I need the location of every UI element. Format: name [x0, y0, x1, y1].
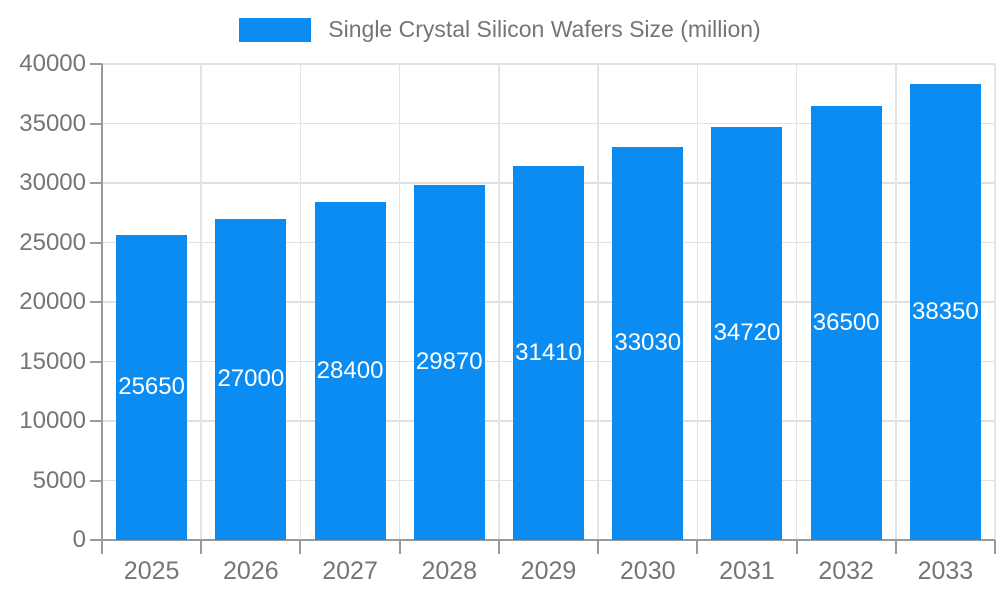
x-axis-tick-label: 2033 [917, 557, 974, 585]
y-axis-tick-label: 10000 [19, 407, 86, 434]
bar-2031[interactable] [711, 126, 783, 540]
h-gridline [102, 63, 995, 65]
bar-value-label: 25650 [118, 373, 185, 401]
x-axis-tick [795, 540, 798, 554]
y-axis-tick-label: 5000 [32, 466, 86, 494]
x-axis-tick [101, 540, 103, 554]
v-gridline [696, 64, 699, 540]
v-gridline [200, 64, 202, 540]
bar-2033[interactable] [909, 83, 981, 540]
y-axis-tick-label: 40000 [19, 50, 86, 77]
x-axis-tick [894, 540, 897, 554]
v-gridline [597, 64, 599, 540]
bar-value-label: 28400 [316, 357, 384, 385]
v-gridline [895, 64, 897, 540]
bar-2032[interactable] [810, 105, 882, 540]
x-axis-tick-label: 2026 [223, 557, 279, 585]
v-gridline [498, 64, 500, 540]
y-axis-tick-label: 20000 [19, 288, 86, 315]
y-axis-tick [90, 360, 102, 363]
y-axis-tick [90, 241, 102, 244]
legend-label: Single Crystal Silicon Wafers Size (mill… [328, 16, 761, 42]
bar-2027[interactable] [314, 202, 386, 540]
x-axis-tick-label: 2025 [123, 557, 180, 585]
x-axis-tick-label: 2032 [818, 557, 874, 585]
bar-2028[interactable] [413, 184, 485, 540]
x-axis-tick [597, 540, 600, 554]
y-axis-line [101, 64, 103, 542]
bar-2029[interactable] [513, 166, 584, 540]
bar-value-label: 34720 [713, 319, 781, 347]
bar-2030[interactable] [612, 146, 684, 540]
x-axis-line [102, 539, 995, 541]
bar-value-label: 36500 [812, 308, 880, 336]
bar-value-label: 29870 [415, 348, 483, 376]
v-gridline [398, 64, 401, 540]
y-axis-tick [90, 182, 102, 184]
x-axis-tick [497, 540, 500, 554]
y-axis-tick-label: 25000 [19, 228, 86, 256]
y-axis-tick [90, 301, 102, 303]
h-gridline [102, 122, 995, 125]
bar-value-label: 38350 [912, 297, 979, 325]
x-axis-tick-label: 2029 [520, 557, 577, 585]
y-axis-tick [90, 479, 102, 482]
v-gridline [299, 64, 302, 540]
legend-swatch [239, 17, 312, 42]
y-axis-tick [90, 420, 102, 422]
x-axis-tick-label: 2030 [619, 557, 676, 585]
x-axis-tick-label: 2031 [719, 557, 775, 585]
x-axis-tick-label: 2028 [421, 557, 478, 585]
legend-item-wafers[interactable]: Single Crystal Silicon Wafers Size (mill… [239, 16, 761, 43]
x-axis-tick [398, 540, 401, 554]
x-axis-tick [994, 540, 996, 554]
bar-2025[interactable] [116, 234, 188, 540]
y-axis-tick-label: 35000 [19, 109, 86, 137]
y-axis-tick [90, 63, 102, 65]
bar-value-label: 27000 [217, 365, 285, 393]
y-axis-tick [90, 539, 102, 541]
x-axis-tick-label: 2027 [322, 557, 378, 585]
x-axis-tick [200, 540, 203, 554]
x-axis-tick [696, 540, 699, 554]
v-gridline [994, 64, 996, 540]
y-axis-tick-label: 15000 [19, 347, 86, 375]
v-gridline [795, 64, 798, 540]
bar-value-label: 31410 [515, 339, 582, 367]
bar-value-label: 33030 [614, 329, 682, 357]
x-axis-tick [299, 540, 302, 554]
y-axis-tick-label: 0 [72, 526, 86, 553]
y-axis-tick [90, 122, 102, 125]
chart-legend: Single Crystal Silicon Wafers Size (mill… [0, 16, 1000, 43]
y-axis-tick-label: 30000 [19, 169, 86, 196]
bar-2026[interactable] [215, 218, 287, 540]
